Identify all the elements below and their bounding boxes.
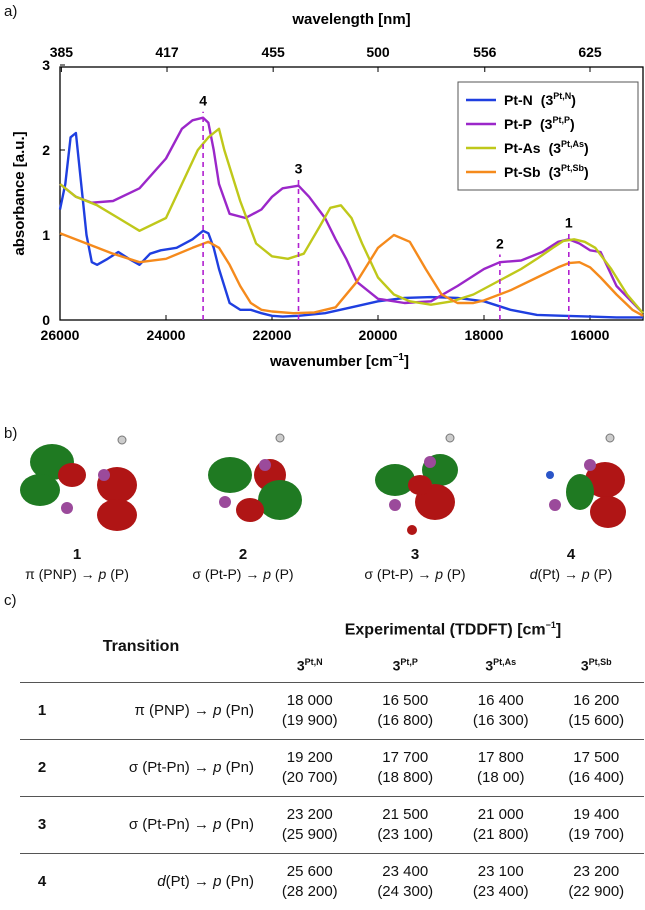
table-cell: 16 400(16 300) xyxy=(453,683,549,740)
transition-marker-label-2: 2 xyxy=(496,236,504,252)
table-row: 2 σ (Pt-Pn) → p (Pn) 19 200(20 700) 17 7… xyxy=(20,740,644,797)
transition-table: Transition Experimental (TDDFT) [cm−1] 3… xyxy=(20,612,644,910)
y-tick-label: 1 xyxy=(42,227,50,243)
orbital-number-2: 2 xyxy=(168,546,318,563)
top-tick-label: 385 xyxy=(50,44,74,60)
top-tick-label: 625 xyxy=(578,44,602,60)
compound-header-ptn: 3Pt,N xyxy=(262,648,358,683)
x-axis-title: wavenumber [cm−1] xyxy=(269,352,409,370)
orbital-image-2 xyxy=(180,420,310,535)
y-tick-label: 2 xyxy=(42,142,50,158)
orbital-image-4 xyxy=(510,420,640,535)
orbital-caption-1: π (PNP) → p (P) xyxy=(0,566,157,582)
orbital-image-3 xyxy=(350,420,480,535)
table-cell: 21 500(23 100) xyxy=(358,797,454,854)
table-cell: 17 500(16 400) xyxy=(549,740,645,797)
table-cell: 19 400(19 700) xyxy=(549,797,645,854)
compound-header-ptas: 3Pt,As xyxy=(453,648,549,683)
x-tick-label: 26000 xyxy=(41,327,80,343)
row-transition: π (PNP) → p (Pn) xyxy=(64,683,262,740)
transition-header: Transition xyxy=(20,612,262,683)
x-tick-label: 20000 xyxy=(359,327,398,343)
orbital-number-1: 1 xyxy=(2,546,152,563)
x-tick-label: 22000 xyxy=(253,327,292,343)
orbital-caption-4: d(Pt) → p (P) xyxy=(491,566,645,582)
compound-header-ptsb: 3Pt,Sb xyxy=(549,648,645,683)
top-tick-label: 556 xyxy=(473,44,497,60)
top-tick-label: 417 xyxy=(155,44,179,60)
row-transition: σ (Pt-Pn) → p (Pn) xyxy=(64,797,262,854)
top-tick-label: 500 xyxy=(366,44,390,60)
table-cell: 18 000(19 900) xyxy=(262,683,358,740)
y-tick-label: 0 xyxy=(42,312,50,328)
orbital-number-3: 3 xyxy=(340,546,490,563)
top-tick-label: 455 xyxy=(261,44,285,60)
table-cell: 23 200(25 900) xyxy=(262,797,358,854)
transition-marker-label-4: 4 xyxy=(199,93,207,109)
panel-label-c: c) xyxy=(4,592,17,609)
orbital-caption-2: σ (Pt-P) → p (P) xyxy=(163,566,323,582)
table-row: 1 π (PNP) → p (Pn) 18 000(19 900) 16 500… xyxy=(20,683,644,740)
top-axis-title: wavelength [nm] xyxy=(291,11,410,28)
y-axis-title: absorbance [a.u.] xyxy=(11,131,28,255)
row-number: 1 xyxy=(20,683,64,740)
orbital-image-1 xyxy=(12,420,142,535)
table-row: 3 σ (Pt-Pn) → p (Pn) 23 200(25 900) 21 5… xyxy=(20,797,644,854)
table-cell: 19 200(20 700) xyxy=(262,740,358,797)
transition-marker-label-1: 1 xyxy=(565,214,573,230)
y-tick-label: 3 xyxy=(42,57,50,73)
table-cell: 17 700(18 800) xyxy=(358,740,454,797)
x-tick-label: 18000 xyxy=(465,327,504,343)
x-tick-label: 24000 xyxy=(147,327,186,343)
experimental-header: Experimental (TDDFT) [cm−1] xyxy=(262,612,644,648)
row-number: 3 xyxy=(20,797,64,854)
transition-marker-label-3: 3 xyxy=(295,161,303,177)
row-transition: σ (Pt-Pn) → p (Pn) xyxy=(64,740,262,797)
absorbance-chart: 26000 24000 22000 20000 18000 16000 385 417 455 5… xyxy=(0,0,645,400)
table-cell: 16 200(15 600) xyxy=(549,683,645,740)
compound-header-ptp: 3Pt,P xyxy=(358,648,454,683)
orbital-number-4: 4 xyxy=(496,546,645,563)
orbital-caption-3: σ (Pt-P) → p (P) xyxy=(335,566,495,582)
table-cell: 16 500(16 800) xyxy=(358,683,454,740)
table-cell: 17 800(18 00) xyxy=(453,740,549,797)
table-cell: 21 000(21 800) xyxy=(453,797,549,854)
row-number: 2 xyxy=(20,740,64,797)
x-tick-label: 16000 xyxy=(571,327,610,343)
